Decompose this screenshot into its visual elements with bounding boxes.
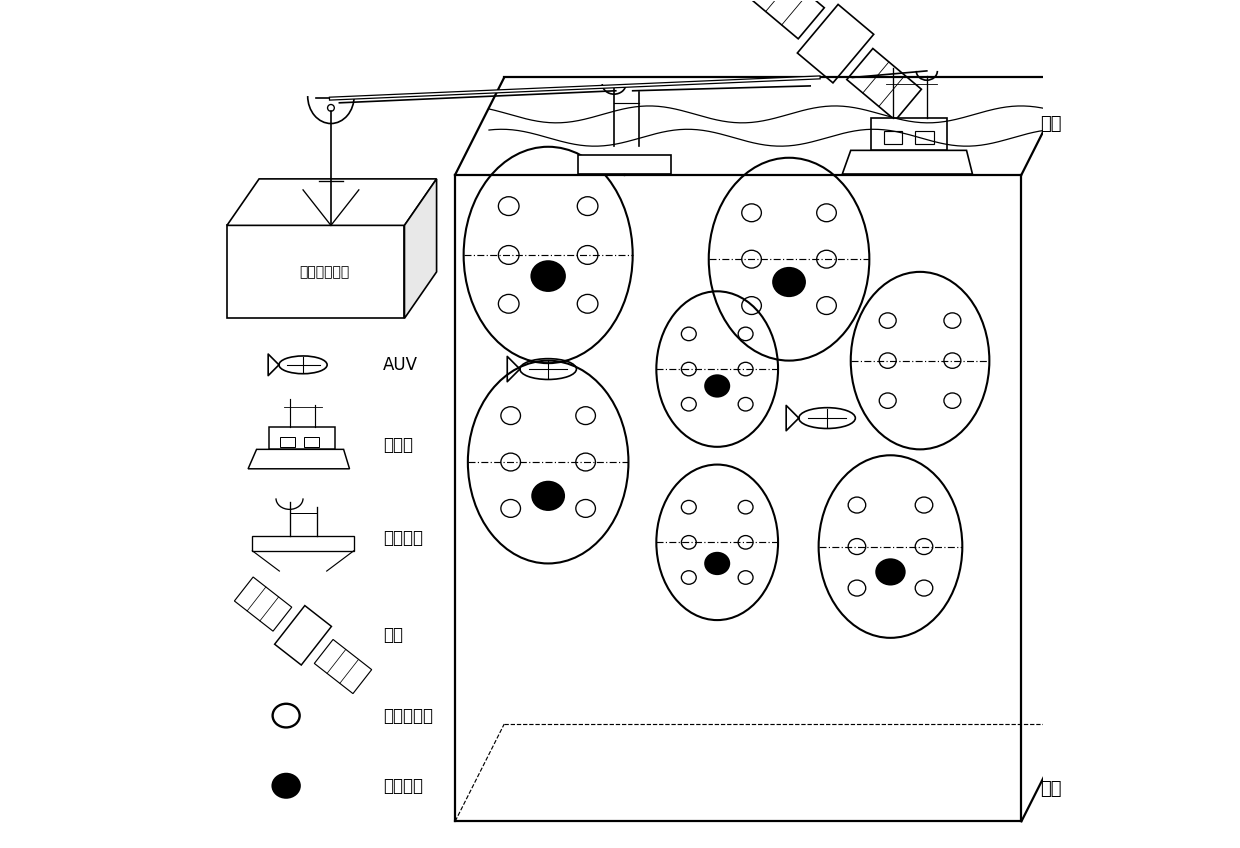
Ellipse shape <box>532 482 564 510</box>
Polygon shape <box>404 179 436 318</box>
Bar <box>304 437 319 447</box>
Polygon shape <box>248 449 350 469</box>
Bar <box>252 536 353 551</box>
Bar <box>578 155 671 174</box>
Bar <box>227 226 404 318</box>
Text: 卫星: 卫星 <box>383 627 403 644</box>
Bar <box>884 131 903 143</box>
Text: 海上浮标: 海上浮标 <box>383 529 423 547</box>
Ellipse shape <box>706 553 729 574</box>
Ellipse shape <box>273 774 300 798</box>
Text: 海面船: 海面船 <box>383 436 413 455</box>
Bar <box>915 131 934 143</box>
Ellipse shape <box>706 375 729 397</box>
Text: 海底: 海底 <box>1040 780 1061 798</box>
Text: 簇头节点: 簇头节点 <box>383 777 423 795</box>
Text: AUV: AUV <box>383 356 418 374</box>
Text: 传感器节点: 传感器节点 <box>383 706 433 724</box>
Ellipse shape <box>531 261 565 291</box>
Text: 海面: 海面 <box>1040 115 1061 133</box>
Polygon shape <box>227 179 436 226</box>
Polygon shape <box>870 118 947 150</box>
Text: 海面控制中心: 海面控制中心 <box>299 265 350 279</box>
Ellipse shape <box>773 268 805 296</box>
Polygon shape <box>269 427 335 449</box>
Polygon shape <box>842 150 972 174</box>
Ellipse shape <box>877 559 905 584</box>
Bar <box>280 437 295 447</box>
